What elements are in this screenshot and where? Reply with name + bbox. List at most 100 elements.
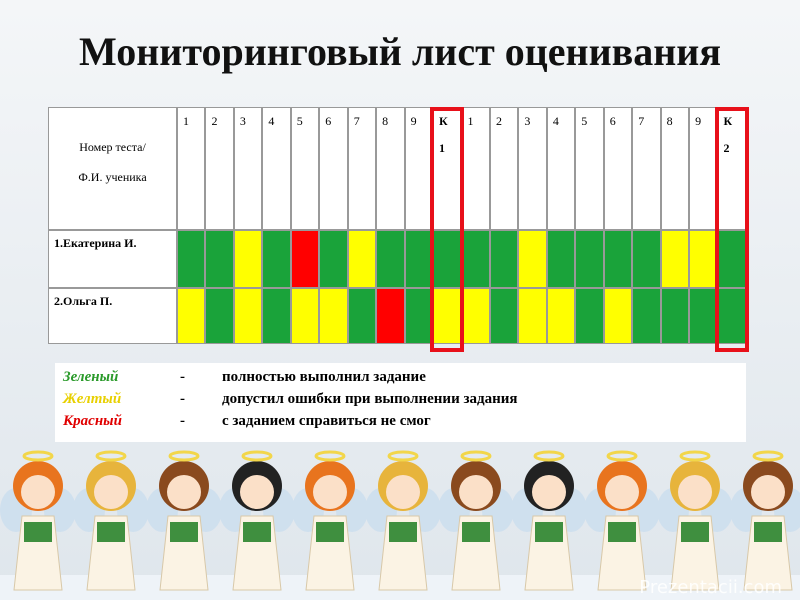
header-cell: 5	[575, 107, 604, 230]
header-text: 2	[211, 114, 218, 128]
header-text: К	[439, 114, 448, 128]
halo	[679, 450, 711, 462]
header-cell: 6	[603, 107, 633, 230]
result-cell	[262, 230, 291, 288]
header-cell: 8	[660, 107, 690, 230]
face	[313, 475, 347, 509]
header-cell: 1	[177, 107, 206, 230]
header-text: 7	[353, 114, 360, 128]
header-text: К	[723, 114, 733, 128]
result-cell	[319, 230, 348, 288]
header-text: 4	[552, 114, 559, 128]
result-cell	[376, 288, 405, 344]
book	[97, 522, 125, 542]
result-cell	[603, 230, 633, 288]
result-cell	[404, 288, 434, 344]
result-cell	[546, 288, 576, 344]
name-text: 1.Екатерина И.	[54, 236, 137, 250]
legend-dash: -	[180, 413, 185, 429]
header-cell: 7	[632, 107, 661, 230]
row-name: 2.Ольга П.	[48, 288, 177, 344]
watermark: Prezentacii.com	[639, 577, 782, 598]
name-text: 2.Ольга П.	[54, 294, 113, 308]
face	[459, 475, 493, 509]
header-cell: 9	[404, 107, 434, 230]
result-cell	[660, 230, 690, 288]
decoration	[0, 450, 800, 600]
result-cell	[262, 288, 291, 344]
result-cell	[518, 230, 547, 288]
face	[386, 475, 420, 509]
header-cell: 1	[461, 107, 490, 230]
header-text: Ф.И. ученика	[78, 170, 147, 184]
halo	[95, 450, 127, 462]
header-text: 7	[638, 114, 645, 128]
header-cell: 7	[347, 107, 377, 230]
legend-text: полностью выполнил задание	[222, 369, 426, 385]
result-cell	[660, 288, 690, 344]
header-cell: 6	[319, 107, 348, 230]
legend-term: Зеленый	[63, 369, 119, 385]
header-text: 3	[524, 114, 531, 128]
result-cell	[290, 288, 320, 344]
book	[608, 522, 636, 542]
header-cell: 2	[205, 107, 234, 230]
book	[243, 522, 271, 542]
book	[389, 522, 417, 542]
header-text: 9	[410, 114, 417, 128]
face	[751, 475, 785, 509]
header-text: 5	[296, 114, 303, 128]
halo	[241, 450, 273, 462]
legend-text: с заданием справиться не смог	[222, 413, 431, 429]
book	[462, 522, 490, 542]
result-cell	[489, 230, 519, 288]
result-cell	[575, 230, 604, 288]
header-cell: 2	[489, 107, 519, 230]
halo	[533, 450, 565, 462]
result-cell	[404, 230, 434, 288]
header-text: 1	[183, 114, 189, 128]
header-cell: 8	[376, 107, 405, 230]
result-cell	[233, 288, 263, 344]
header-text: 1	[467, 114, 474, 128]
highlight	[714, 107, 749, 352]
result-cell	[290, 230, 320, 288]
result-cell	[177, 230, 206, 288]
face	[240, 475, 274, 509]
header-text: 2	[495, 114, 502, 128]
header-cell: 5	[290, 107, 320, 230]
result-cell	[689, 288, 718, 344]
header-cell: Номер теста/Ф.И. ученика	[48, 107, 177, 230]
header-cell: 3	[233, 107, 263, 230]
halo	[22, 450, 54, 462]
header-cell: 4	[546, 107, 576, 230]
book	[24, 522, 52, 542]
header-text: 4	[268, 114, 275, 128]
result-cell	[233, 230, 263, 288]
halo	[387, 450, 419, 462]
header-cell: 3	[518, 107, 547, 230]
result-cell	[546, 230, 576, 288]
book	[681, 522, 709, 542]
title: Мониторинговый лист оценивания	[79, 29, 721, 74]
header-text: 6	[609, 114, 616, 128]
result-cell	[347, 230, 377, 288]
book	[170, 522, 198, 542]
halo	[606, 450, 638, 462]
result-cell	[461, 230, 490, 288]
legend-dash: -	[180, 391, 185, 407]
halo	[168, 450, 200, 462]
header-cell: 4	[262, 107, 291, 230]
face	[21, 475, 55, 509]
highlight	[430, 107, 465, 352]
header-text: 9	[695, 114, 702, 128]
book	[535, 522, 563, 542]
halo	[752, 450, 784, 462]
result-cell	[489, 288, 519, 344]
halo	[460, 450, 492, 462]
header-text: 1	[439, 141, 446, 155]
header-text: Номер теста/	[79, 140, 146, 154]
header-cell: 9	[689, 107, 718, 230]
header-text: 8	[382, 114, 389, 128]
